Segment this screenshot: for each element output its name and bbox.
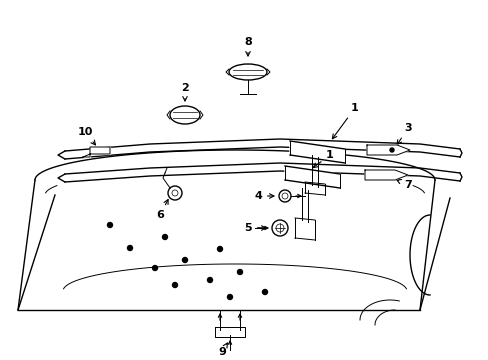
Text: 6: 6 xyxy=(156,199,168,220)
Polygon shape xyxy=(305,182,325,195)
Polygon shape xyxy=(364,170,407,180)
Text: 9: 9 xyxy=(218,343,227,357)
Text: 1: 1 xyxy=(332,103,358,139)
Text: 3: 3 xyxy=(396,123,411,145)
Circle shape xyxy=(237,270,242,274)
Text: 4: 4 xyxy=(254,191,273,201)
Text: 8: 8 xyxy=(244,37,251,56)
Polygon shape xyxy=(289,141,345,163)
Circle shape xyxy=(207,278,212,283)
Polygon shape xyxy=(285,166,339,188)
Circle shape xyxy=(127,246,132,251)
Text: 5: 5 xyxy=(244,223,265,233)
Circle shape xyxy=(282,193,287,199)
Polygon shape xyxy=(83,147,110,157)
Circle shape xyxy=(168,186,182,200)
Circle shape xyxy=(172,190,178,196)
Circle shape xyxy=(275,224,284,232)
Circle shape xyxy=(279,190,290,202)
Circle shape xyxy=(107,222,112,228)
Ellipse shape xyxy=(228,64,266,80)
Text: 7: 7 xyxy=(396,180,411,190)
Circle shape xyxy=(182,257,187,262)
Circle shape xyxy=(217,247,222,252)
Text: 1: 1 xyxy=(313,150,333,168)
Circle shape xyxy=(152,266,157,270)
Circle shape xyxy=(227,294,232,300)
Circle shape xyxy=(262,289,267,294)
Text: 10: 10 xyxy=(77,127,95,145)
Polygon shape xyxy=(366,145,409,155)
Circle shape xyxy=(389,148,393,152)
Ellipse shape xyxy=(170,106,200,124)
Polygon shape xyxy=(294,218,314,240)
Circle shape xyxy=(172,283,177,288)
Circle shape xyxy=(162,234,167,239)
Circle shape xyxy=(271,220,287,236)
Text: 2: 2 xyxy=(181,83,188,101)
